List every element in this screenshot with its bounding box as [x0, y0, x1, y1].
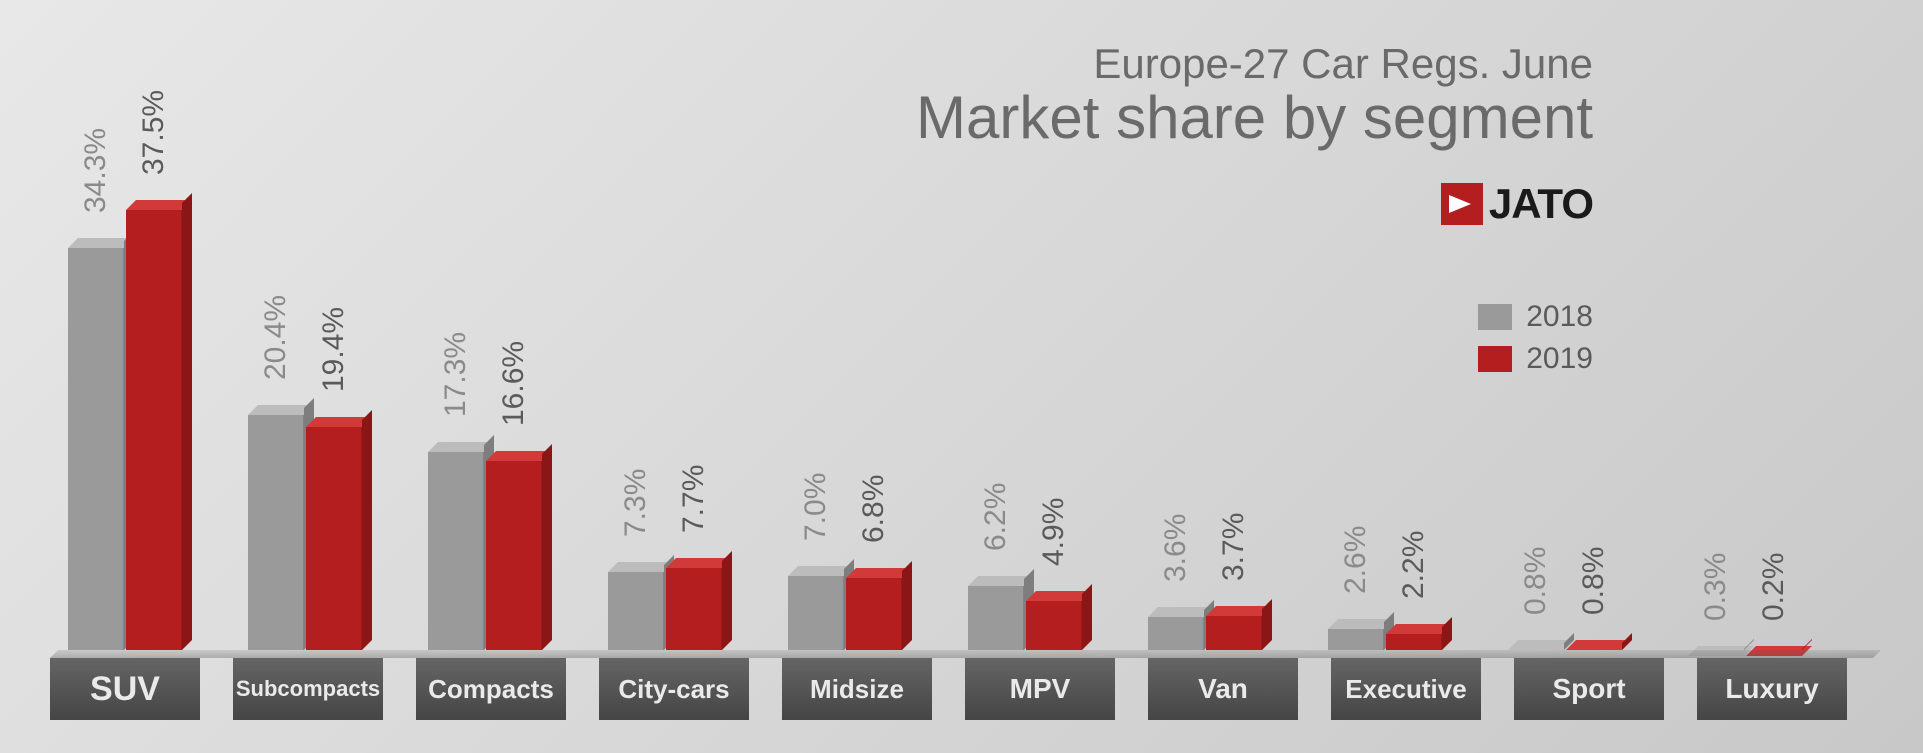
bar-face	[968, 586, 1024, 650]
bar-2018: 2.6%	[1328, 619, 1384, 650]
bar-value-label: 0.3%	[1699, 553, 1733, 629]
category-label: Midsize	[782, 658, 932, 720]
bar-2019: 2.2%	[1386, 624, 1442, 650]
bar-value-label: 7.7%	[677, 464, 711, 540]
bar-2018: 34.3%	[68, 238, 124, 650]
bar-face	[248, 415, 304, 650]
bar-2018: 17.3%	[428, 442, 484, 650]
category-axis: SUV Subcompacts Compacts City-cars Midsize MP…	[50, 658, 1873, 720]
bar-value-label: 0.2%	[1757, 553, 1791, 629]
category-label: Subcompacts	[233, 658, 383, 720]
chart-main-title: Market share by segment	[916, 83, 1593, 152]
bar-2018: 20.4%	[248, 405, 304, 650]
plot-baseline	[50, 650, 1881, 658]
bar-2018: 7.3%	[608, 562, 664, 650]
bar-side	[722, 551, 732, 650]
category-label: Van	[1148, 658, 1298, 720]
bar-face	[306, 427, 362, 650]
bar-2018: 6.2%	[968, 576, 1024, 650]
bar-face	[1148, 617, 1204, 650]
bar-face	[1026, 601, 1082, 650]
bar-2019: 19.4%	[306, 417, 362, 650]
bar-face	[68, 248, 124, 650]
bar-2019: 0.8%	[1566, 640, 1622, 650]
bar-2018: 7.0%	[788, 566, 844, 650]
category-label: Executive	[1331, 658, 1481, 720]
bar-2019: 3.7%	[1206, 606, 1262, 650]
bar-2019: 37.5%	[126, 200, 182, 650]
bar-2019: 6.8%	[846, 568, 902, 650]
bar-face	[1328, 629, 1384, 650]
bar-value-label: 16.6%	[497, 341, 531, 434]
bar-face	[1206, 616, 1262, 650]
category-label: MPV	[965, 658, 1115, 720]
bar-value-label: 34.3%	[79, 128, 113, 221]
bar-side	[1082, 584, 1092, 650]
bar-side	[1622, 633, 1632, 650]
bar-face	[788, 576, 844, 650]
bar-value-label: 2.2%	[1397, 530, 1431, 606]
bar-face	[486, 461, 542, 650]
category-label: SUV	[50, 658, 200, 720]
bar-value-label: 4.9%	[1037, 498, 1071, 574]
bar-face	[666, 568, 722, 650]
bar-side	[542, 444, 552, 650]
chart-subtitle: Europe-27 Car Regs. June	[916, 40, 1593, 88]
plot-area: 34.3%37.5%20.4%19.4%17.3%16.6%7.3%7.7%7.…	[50, 170, 1873, 650]
bar-value-label: 6.8%	[857, 475, 891, 551]
category-label: Compacts	[416, 658, 566, 720]
bar-face	[608, 572, 664, 650]
bar-side	[182, 193, 192, 650]
bar-face	[846, 578, 902, 650]
bar-face	[428, 452, 484, 650]
bar-face	[1386, 634, 1442, 650]
bar-value-label: 2.6%	[1339, 525, 1373, 601]
bar-face	[126, 210, 182, 650]
bar-value-label: 6.2%	[979, 482, 1013, 558]
bar-side	[1442, 617, 1452, 650]
bar-value-label: 3.7%	[1217, 512, 1251, 588]
bar-2019: 16.6%	[486, 451, 542, 650]
bar-value-label: 17.3%	[439, 332, 473, 425]
bar-side	[362, 410, 372, 650]
bar-2019: 7.7%	[666, 558, 722, 650]
category-label: City-cars	[599, 658, 749, 720]
bar-2018: 3.6%	[1148, 607, 1204, 650]
bar-value-label: 37.5%	[137, 90, 171, 183]
bar-value-label: 3.6%	[1159, 513, 1193, 589]
category-label: Sport	[1514, 658, 1664, 720]
bar-value-label: 19.4%	[317, 307, 351, 400]
category-label: Luxury	[1697, 658, 1847, 720]
bar-value-label: 0.8%	[1577, 547, 1611, 623]
bar-side	[1262, 599, 1272, 650]
bar-2018: 0.8%	[1508, 640, 1564, 650]
bar-2019: 4.9%	[1026, 591, 1082, 650]
bar-value-label: 7.3%	[619, 469, 653, 545]
chart-title-block: Europe-27 Car Regs. June Market share by…	[916, 40, 1593, 152]
bar-value-label: 7.0%	[799, 473, 833, 549]
bar-value-label: 20.4%	[259, 295, 293, 388]
bar-value-label: 0.8%	[1519, 547, 1553, 623]
bar-side	[902, 561, 912, 650]
